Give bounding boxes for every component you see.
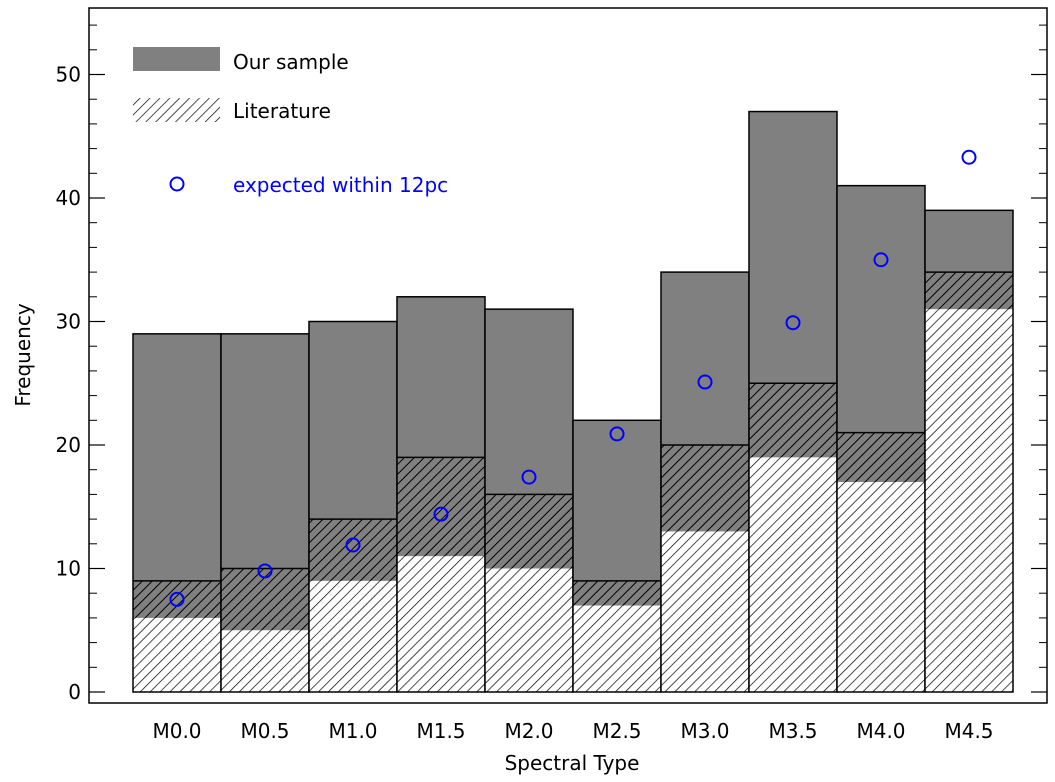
bar-literature-lower-m4-0 bbox=[837, 482, 925, 692]
y-tick-label-30: 30 bbox=[56, 310, 81, 334]
legend-label-our-sample: Our sample bbox=[233, 50, 349, 74]
y-tick-label-0: 0 bbox=[68, 680, 81, 704]
x-tick-label-m1-0: M1.0 bbox=[328, 719, 377, 743]
y-tick-label-50: 50 bbox=[56, 63, 81, 87]
x-tick-label-m3-5: M3.5 bbox=[768, 719, 817, 743]
bar-literature-lower-m4-5 bbox=[925, 309, 1013, 692]
bar-literature-lower-m1-0 bbox=[309, 580, 397, 692]
expected-marker-m2-5 bbox=[609, 426, 625, 442]
x-tick-label-m2-5: M2.5 bbox=[592, 719, 641, 743]
expected-marker-m1-0 bbox=[345, 537, 361, 553]
y-axis-label: Frequency bbox=[11, 303, 35, 406]
expected-marker-m1-5 bbox=[433, 506, 449, 522]
legend: Our sample Literature expected within 12… bbox=[133, 47, 448, 197]
x-tick-label-m4-5: M4.5 bbox=[944, 719, 993, 743]
x-tick-label-m3-0: M3.0 bbox=[680, 719, 729, 743]
expected-marker-m3-0 bbox=[697, 374, 713, 390]
bar-literature-lower-m2-5 bbox=[573, 605, 661, 692]
y-tick-label-10: 10 bbox=[56, 557, 81, 581]
bar-literature-lower-m3-5 bbox=[749, 457, 837, 692]
expected-marker-m2-0 bbox=[521, 469, 537, 485]
expected-marker-m3-5 bbox=[785, 315, 801, 331]
bar-literature-lower-m0-0 bbox=[133, 617, 221, 692]
legend-marker-expected bbox=[169, 176, 185, 192]
x-tick-label-m4-0: M4.0 bbox=[856, 719, 905, 743]
x-tick-label-m1-5: M1.5 bbox=[416, 719, 465, 743]
plot-frame bbox=[88, 7, 1048, 704]
expected-marker-m0-5 bbox=[257, 563, 273, 579]
expected-marker-m0-0 bbox=[169, 591, 185, 607]
bar-literature-lower-m3-0 bbox=[661, 531, 749, 692]
legend-label-expected: expected within 12pc bbox=[233, 173, 448, 197]
bar-literature-lower-m2-0 bbox=[485, 568, 573, 692]
x-tick-label-m0-0: M0.0 bbox=[152, 719, 201, 743]
y-tick-label-40: 40 bbox=[56, 186, 81, 210]
legend-swatch-literature bbox=[133, 98, 220, 122]
bar-literature-lower-m0-5 bbox=[221, 630, 309, 692]
bars-layer bbox=[132, 110, 1014, 693]
markers-layer bbox=[169, 149, 977, 607]
plot-border bbox=[88, 7, 1048, 704]
legend-label-literature: Literature bbox=[233, 99, 331, 123]
legend-swatch-our-sample bbox=[133, 47, 220, 71]
x-tick-label-m2-0: M2.0 bbox=[504, 719, 553, 743]
ticks-layer: 0 10 20 30 40 50 M0.0 M0.5 M1.0 M1.5 M2.0 M2.5 M3.0 M… bbox=[56, 24, 1047, 743]
x-tick-label-m0-5: M0.5 bbox=[240, 719, 289, 743]
expected-marker-m4-0 bbox=[873, 252, 889, 268]
bar-literature-lower-m1-5 bbox=[397, 556, 485, 692]
y-tick-label-20: 20 bbox=[56, 433, 81, 457]
x-axis-label: Spectral Type bbox=[505, 751, 640, 775]
bar-outline-m4-5 bbox=[924, 209, 1014, 693]
expected-marker-m4-5 bbox=[961, 149, 977, 165]
